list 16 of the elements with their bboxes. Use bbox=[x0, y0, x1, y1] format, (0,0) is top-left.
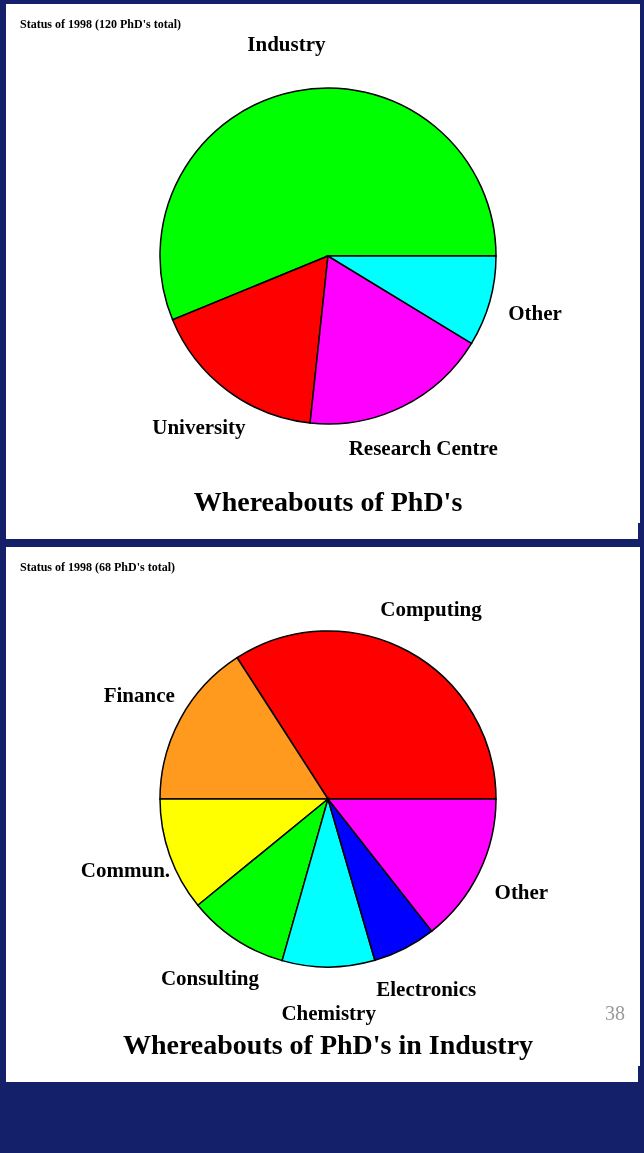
chart-subtitle: Status of 1998 (68 PhD's total) bbox=[20, 560, 175, 574]
chart-subtitle: Status of 1998 (120 PhD's total) bbox=[20, 17, 181, 31]
text: Whereabouts of PhD's bbox=[193, 486, 463, 517]
slice-label: Electronics bbox=[376, 977, 477, 1002]
slice-label: Commun. bbox=[80, 858, 171, 883]
slice-label: Chemistry bbox=[281, 1001, 377, 1025]
slice-label: Finance bbox=[103, 683, 175, 708]
slice-label: Other bbox=[494, 879, 549, 904]
slice-label: University bbox=[152, 414, 247, 439]
text: 38 bbox=[605, 1002, 625, 1024]
slice-label: Research Centre bbox=[348, 435, 498, 460]
text: Whereabouts of PhD's in Industry bbox=[122, 1029, 534, 1060]
slice-label: Industry bbox=[247, 32, 326, 57]
slice-label: Consulting bbox=[160, 965, 260, 990]
slice-label: Other bbox=[508, 301, 562, 326]
slice-label: Computing bbox=[380, 597, 483, 622]
